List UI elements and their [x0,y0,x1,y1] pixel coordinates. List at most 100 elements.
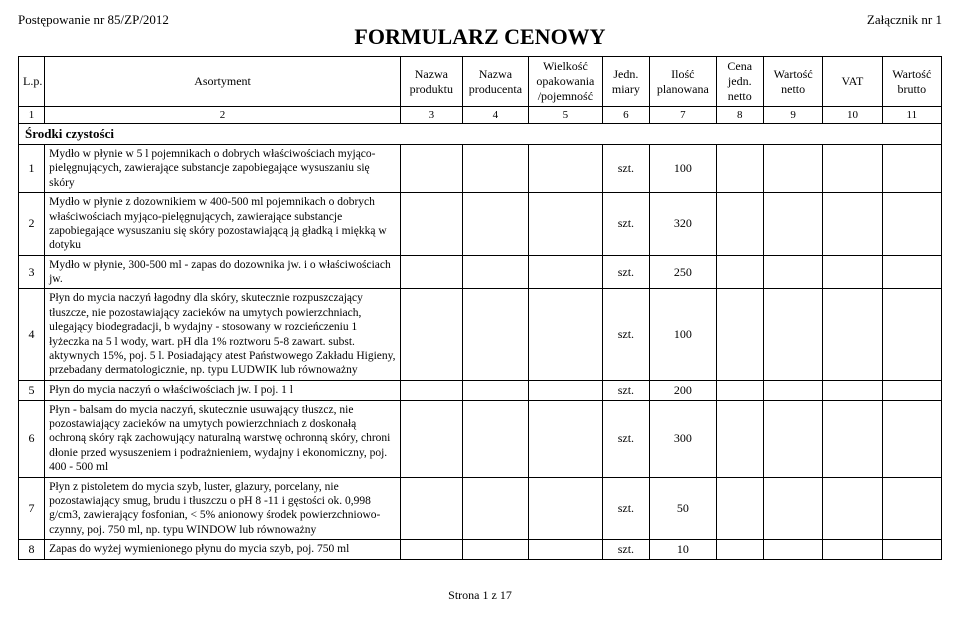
colnum-7: 7 [650,107,716,124]
cell-empty [763,477,822,540]
cell-empty [462,289,528,380]
cell-empty [823,540,882,560]
cell-empty [529,145,603,193]
cell-empty [823,193,882,256]
cell-empty [462,400,528,477]
colnum-1: 1 [19,107,45,124]
cell-lp: 6 [19,400,45,477]
colnum-5: 5 [529,107,603,124]
cell-asortyment: Płyn z pistoletem do mycia szyb, luster,… [45,477,401,540]
cell-empty [716,400,763,477]
table-row: 7Płyn z pistoletem do mycia szyb, luster… [19,477,942,540]
cell-ilosc: 250 [650,255,716,289]
cell-asortyment: Mydło w płynie, 300-500 ml - zapas do do… [45,255,401,289]
col-asortyment-header: Asortyment [45,57,401,107]
table-row: 3Mydło w płynie, 300-500 ml - zapas do d… [19,255,942,289]
cell-empty [763,400,822,477]
column-number-row: 1 2 3 4 5 6 7 8 9 10 11 [19,107,942,124]
cell-empty [763,255,822,289]
cell-lp: 4 [19,289,45,380]
cell-jedn: szt. [602,380,649,400]
cell-ilosc: 50 [650,477,716,540]
cell-empty [462,380,528,400]
cell-empty [882,477,941,540]
table-row: 8Zapas do wyżej wymienionego płynu do my… [19,540,942,560]
table-row: 2Mydło w płynie z dozownikiem w 400-500 … [19,193,942,256]
cell-empty [823,255,882,289]
cell-empty [462,540,528,560]
cell-empty [882,400,941,477]
col-wartosc-netto-header: Wartość netto [763,57,822,107]
page-footer: Strona 1 z 17 [18,588,942,603]
col-ilosc-header: Ilość planowana [650,57,716,107]
cell-empty [462,193,528,256]
cell-asortyment: Płyn do mycia naczyń o właściwościach jw… [45,380,401,400]
cell-lp: 8 [19,540,45,560]
cell-lp: 3 [19,255,45,289]
section-title: Środki czystości [19,124,942,145]
cell-empty [716,193,763,256]
colnum-3: 3 [401,107,463,124]
colnum-11: 11 [882,107,941,124]
col-wielkosc-header: Wielkość opakowania /pojemność [529,57,603,107]
cell-empty [716,380,763,400]
attachment-number: Załącznik nr 1 [867,12,942,28]
proc-number: Postępowanie nr 85/ZP/2012 [18,12,169,28]
cell-asortyment: Mydło w płynie w 5 l pojemnikach o dobry… [45,145,401,193]
cell-empty [823,400,882,477]
header-row: L.p. Asortyment Nazwa produktu Nazwa pro… [19,57,942,107]
cell-empty [716,145,763,193]
cell-jedn: szt. [602,289,649,380]
cell-empty [823,289,882,380]
cell-empty [763,289,822,380]
cell-empty [716,477,763,540]
cell-empty [882,289,941,380]
colnum-9: 9 [763,107,822,124]
cell-empty [763,145,822,193]
table-row: 4Płyn do mycia naczyń łagodny dla skóry,… [19,289,942,380]
cell-empty [882,255,941,289]
cell-empty [529,289,603,380]
cell-empty [462,145,528,193]
colnum-8: 8 [716,107,763,124]
cell-empty [882,193,941,256]
cell-empty [462,477,528,540]
cell-ilosc: 10 [650,540,716,560]
cell-empty [823,380,882,400]
cell-ilosc: 100 [650,145,716,193]
table-row: 6Płyn - balsam do mycia naczyń, skuteczn… [19,400,942,477]
cell-empty [823,145,882,193]
table-row: 1Mydło w płynie w 5 l pojemnikach o dobr… [19,145,942,193]
cell-ilosc: 100 [650,289,716,380]
col-wartosc-brutto-header: Wartość brutto [882,57,941,107]
cell-empty [529,193,603,256]
cell-empty [763,193,822,256]
col-jedn-header: Jedn. miary [602,57,649,107]
cell-empty [529,400,603,477]
cell-lp: 5 [19,380,45,400]
col-nazwa-produktu-header: Nazwa produktu [401,57,463,107]
price-form-table: L.p. Asortyment Nazwa produktu Nazwa pro… [18,56,942,560]
table-row: 5Płyn do mycia naczyń o właściwościach j… [19,380,942,400]
cell-asortyment: Płyn do mycia naczyń łagodny dla skóry, … [45,289,401,380]
colnum-2: 2 [45,107,401,124]
cell-asortyment: Mydło w płynie z dozownikiem w 400-500 m… [45,193,401,256]
cell-empty [401,289,463,380]
cell-empty [401,380,463,400]
cell-empty [716,289,763,380]
cell-lp: 7 [19,477,45,540]
cell-empty [529,540,603,560]
col-nazwa-producenta-header: Nazwa producenta [462,57,528,107]
cell-empty [529,255,603,289]
cell-empty [401,477,463,540]
cell-empty [823,477,882,540]
cell-ilosc: 200 [650,380,716,400]
cell-jedn: szt. [602,540,649,560]
col-lp-header: L.p. [19,57,45,107]
cell-lp: 2 [19,193,45,256]
cell-jedn: szt. [602,145,649,193]
cell-jedn: szt. [602,193,649,256]
cell-jedn: szt. [602,400,649,477]
cell-empty [529,380,603,400]
cell-empty [716,540,763,560]
